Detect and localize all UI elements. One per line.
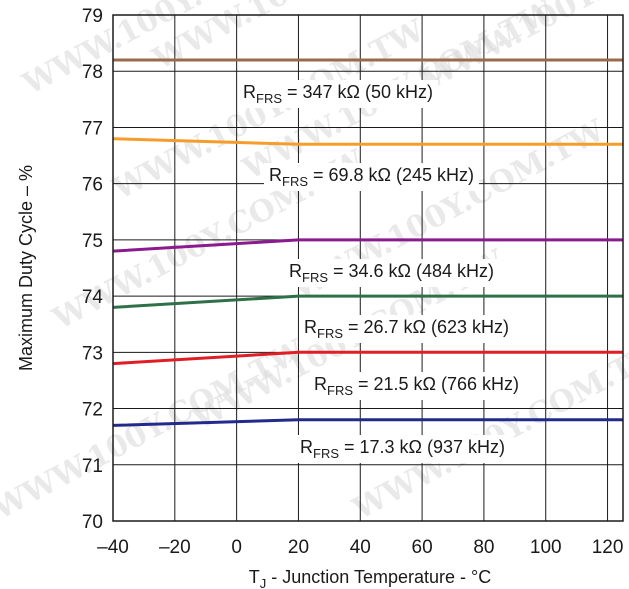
x-axis-label: TJ - Junction Temperature - °C [249,567,491,589]
series-line-1 [112,137,623,146]
series-line-5 [112,418,623,427]
series-label-5: RFRS = 17.3 kΩ (937 kHz) [295,435,511,463]
watermark-text: WWW.100Y.COM.TW [346,333,629,528]
y-tick-label: 79 [82,6,103,27]
series-label-1: RFRS = 69.8 kΩ (245 kHz) [264,163,480,191]
y-tick-label: 74 [82,287,104,308]
x-tick-label: 80 [473,537,494,558]
series-line-4 [112,350,623,366]
series-line-2 [112,238,623,253]
y-axis-label: Maximum Duty Cycle – % [16,165,36,371]
y-tick-label: 75 [82,231,103,252]
series-label-text: RFRS = 17.3 kΩ (937 kHz) [300,437,505,461]
x-tick-label: 100 [530,537,562,558]
y-tick-label: 70 [82,512,103,533]
series-label-text: RFRS = 347 kΩ (50 kHz) [243,82,433,106]
x-tick-label: 60 [412,537,433,558]
curve-labels: RFRS = 347 kΩ (50 kHz) RFRS = 69.8 kΩ (24… [238,80,525,463]
x-tick-label: 20 [288,537,309,558]
y-tick-label: 78 [82,62,103,83]
series-label-bg [309,372,525,400]
series-label-text: RFRS = 21.5 kΩ (766 kHz) [314,374,519,398]
series-label-4: RFRS = 21.5 kΩ (766 kHz) [309,372,525,400]
x-tick-label: –40 [97,537,129,558]
x-tick-label: 40 [350,537,371,558]
series-label-bg [284,259,500,287]
y-tick-label: 77 [82,118,103,139]
x-tick-labels: –40 –20 0 20 40 60 80 100 120 [97,537,623,558]
series-label-bg [238,80,439,108]
series-label-0: RFRS = 347 kΩ (50 kHz) [238,80,439,108]
y-tick-label: 71 [82,456,103,477]
series-label-bg [299,315,515,343]
y-tick-labels: 70 71 72 73 74 75 76 77 78 79 [82,6,104,533]
x-tick-label: –20 [159,537,191,558]
plot-frame [112,14,624,522]
x-axis-label-main: T [249,567,260,587]
series-label-text: RFRS = 69.8 kΩ (245 kHz) [269,165,474,189]
y-tick-label: 76 [82,175,103,196]
x-axis-label-sub: J [260,576,267,589]
x-tick-label: 0 [231,537,242,558]
series-label-text: RFRS = 26.7 kΩ (623 kHz) [304,317,509,341]
series-label-bg [264,163,480,191]
series-label-bg [295,435,511,463]
series-line-3 [112,294,623,309]
x-tick-label: 120 [592,537,624,558]
series-label-2: RFRS = 34.6 kΩ (484 kHz) [284,259,500,287]
y-tick-label: 73 [82,343,103,364]
x-axis-label-rest: - Junction Temperature - °C [266,567,491,587]
series-label-text: RFRS = 34.6 kΩ (484 kHz) [289,261,494,285]
series-label-3: RFRS = 26.7 kΩ (623 kHz) [299,315,515,343]
curves [112,58,623,427]
y-tick-label: 72 [82,400,103,421]
